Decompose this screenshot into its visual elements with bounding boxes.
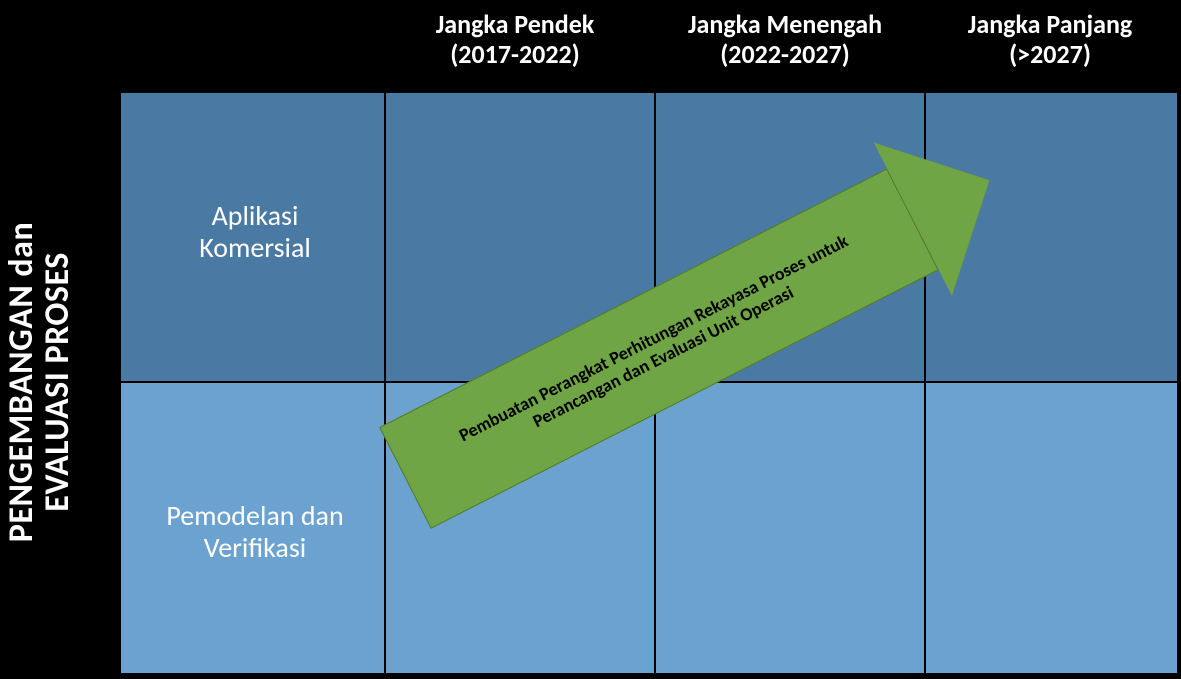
column-header-0-title: Jangka Pendek [436, 8, 595, 40]
row-label-1: Pemodelan dan Verifikasi [130, 500, 380, 564]
column-header-2: Jangka Panjang (>2027) [925, 10, 1175, 70]
row-label-1-line1: Pemodelan dan [166, 498, 343, 533]
row-label-0-line1: Aplikasi [212, 198, 299, 233]
column-header-2-title: Jangka Panjang [968, 8, 1132, 40]
column-header-1-subtitle: (2022-2027) [655, 40, 915, 70]
column-header-2-subtitle: (>2027) [925, 40, 1175, 70]
row-label-1-line2: Verifikasi [204, 530, 306, 565]
cell-r1-c3 [925, 382, 1178, 674]
diagram-root: PENGEMBANGAN dan EVALUASI PROSES Jangka … [0, 0, 1181, 679]
column-header-0: Jangka Pendek (2017-2022) [385, 10, 645, 70]
row-label-0-line2: Komersial [199, 230, 311, 265]
column-header-1: Jangka Menengah (2022-2027) [655, 10, 915, 70]
row-label-0: Aplikasi Komersial [130, 200, 380, 264]
cell-r1-c2 [655, 382, 925, 674]
vertical-axis-line2: EVALUASI PROSES [40, 92, 76, 672]
vertical-axis-title: PENGEMBANGAN dan EVALUASI PROSES [4, 92, 64, 672]
vertical-axis-line1: PENGEMBANGAN dan [1, 222, 42, 542]
column-header-1-title: Jangka Menengah [688, 8, 882, 40]
column-header-0-subtitle: (2017-2022) [385, 40, 645, 70]
